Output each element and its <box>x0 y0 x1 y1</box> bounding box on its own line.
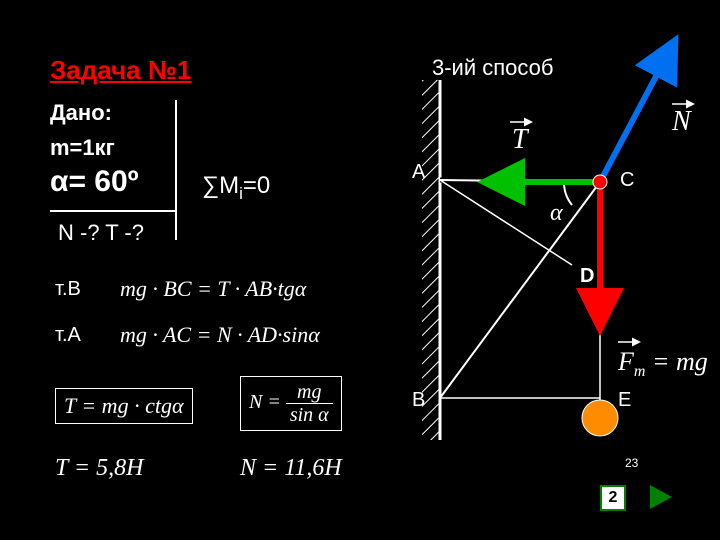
result-N-frac: mg sin α <box>286 381 333 426</box>
page-number: 23 <box>625 456 638 470</box>
diagram-svg: A B C D E α T N Fт = mg <box>400 60 710 490</box>
joint-C <box>593 175 607 189</box>
angle-arc <box>564 182 572 205</box>
problem-title: Задача №1 <box>50 55 191 86</box>
result-T-box: T = mg · ctgα <box>55 388 193 424</box>
given-underline <box>50 210 175 212</box>
sigma: ∑M <box>202 172 239 199</box>
play-button[interactable] <box>650 485 672 509</box>
eq-zero: =0 <box>243 172 270 199</box>
result-N-box: N = mg sin α <box>240 376 342 431</box>
vector-N <box>600 50 670 182</box>
result-N-num: mg <box>286 381 333 404</box>
point-A-label: т.А <box>55 324 81 347</box>
result-N-lhs: N = <box>249 391 281 413</box>
label-C: C <box>620 169 634 191</box>
result-N-den: sin α <box>286 404 333 426</box>
given-label: Дано: <box>50 100 112 126</box>
label-E: E <box>618 389 631 411</box>
label-vec-F: Fт = mg <box>617 347 708 380</box>
given-divider <box>175 100 177 240</box>
result-N-value: N = 11,6H <box>240 455 342 482</box>
step-badge[interactable]: 2 <box>600 485 626 511</box>
label-vec-N: N <box>671 106 692 137</box>
label-B: B <box>412 389 425 411</box>
string-BC <box>440 182 600 398</box>
label-alpha: α <box>550 200 563 226</box>
wall-hatch <box>422 80 440 440</box>
label-D: D <box>580 265 594 287</box>
moment-equation: ∑Mi=0 <box>202 172 270 204</box>
physics-diagram: A B C D E α T N Fт = mg <box>400 60 710 490</box>
given-angle: α= 60º <box>50 165 139 199</box>
result-T-value: T = 5,8H <box>55 455 143 482</box>
label-vec-T: T <box>512 124 530 155</box>
equation-A: mg · AC = N · AD·sinα <box>120 322 320 348</box>
given-unknowns: N -? T -? <box>58 220 144 246</box>
point-B-label: т.В <box>55 278 81 301</box>
label-A: A <box>412 161 426 183</box>
equation-B: mg · BC = T · AB·tgα <box>120 276 306 302</box>
ball <box>582 400 618 436</box>
given-mass: m=1кг <box>50 135 115 161</box>
